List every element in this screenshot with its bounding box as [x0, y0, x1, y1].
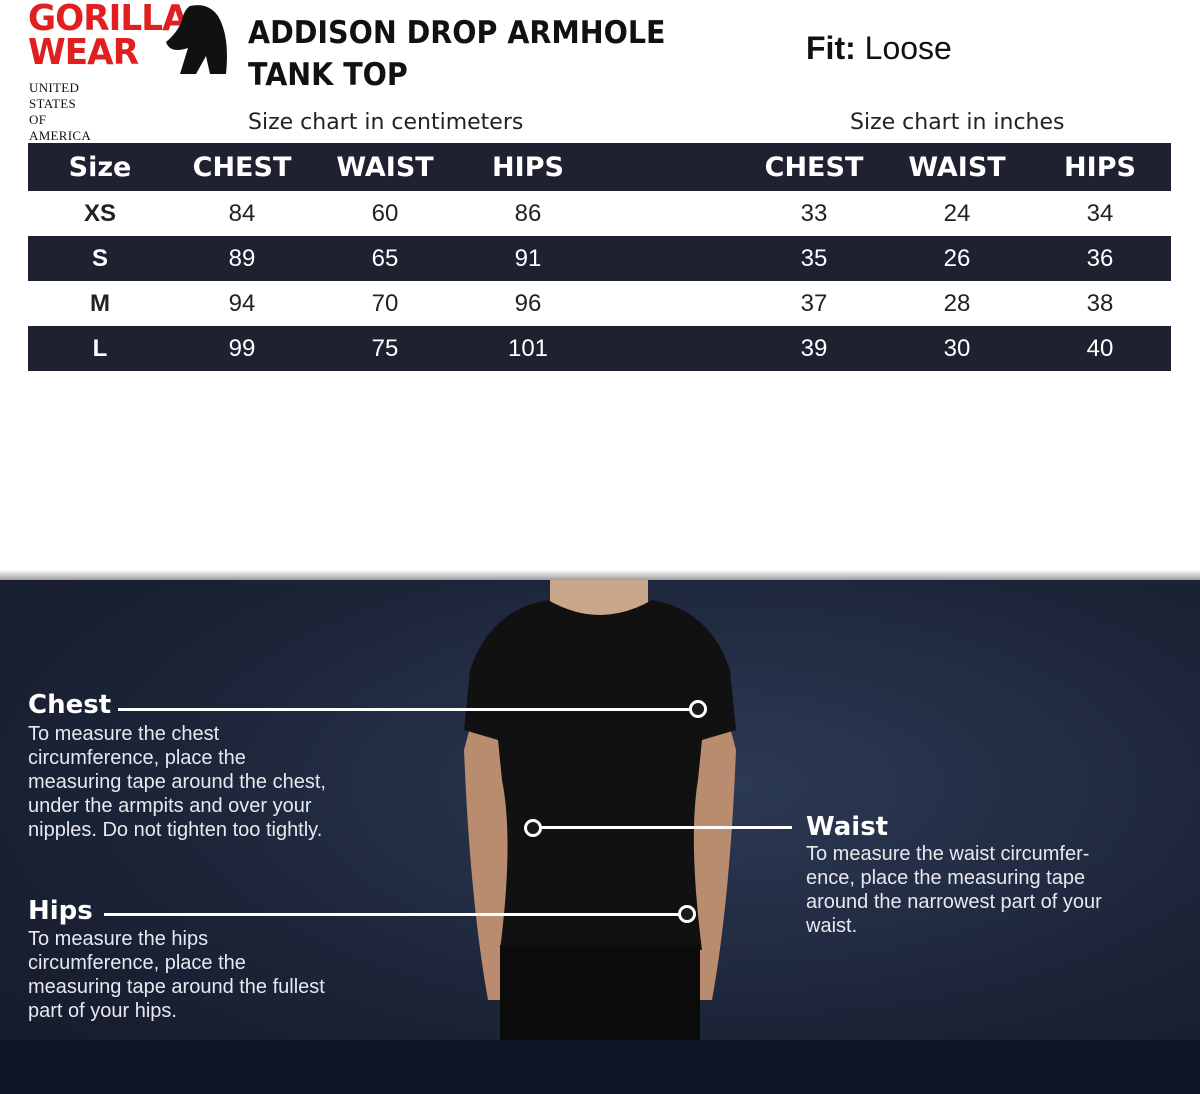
table-row: L 99 75 101 39 30 40: [28, 326, 1171, 371]
description-line: To measure the chest: [28, 723, 220, 745]
logo-wordmark: GORILLA WEAR: [28, 0, 189, 73]
cm-caption: Size chart in centimeters: [248, 110, 524, 135]
cm-cell: 60: [371, 199, 399, 227]
inch-cell: 40: [1086, 334, 1114, 362]
inch-cell: 28: [943, 289, 971, 317]
description-line: part of your hips.: [28, 1000, 177, 1022]
model-figure: [464, 580, 736, 1040]
chest-description: To measure the chest circumference, place…: [28, 722, 326, 842]
size-cell: L: [92, 334, 108, 362]
chest-line: [118, 708, 690, 711]
cm-cell: 94: [228, 289, 256, 317]
product-title: ADDISON DROP ARMHOLE TANK TOP: [248, 15, 666, 93]
description-line: around the narrowest part of your: [806, 891, 1102, 913]
inch-cell: 37: [800, 289, 828, 317]
table-row: S 89 65 91 35 26 36: [28, 236, 1171, 281]
inch-cell: 34: [1086, 199, 1114, 227]
description-line: nipples. Do not tighten too tightly.: [28, 819, 323, 841]
inch-cell: 30: [943, 334, 971, 362]
inch-cell: 38: [1086, 289, 1114, 317]
inch-caption: Size chart in inches: [850, 110, 1065, 135]
gorilla-icon: [166, 5, 227, 74]
description-line: ence, place the measuring tape: [806, 867, 1086, 889]
inch-cell: CHEST: [764, 151, 864, 183]
hips-marker-icon: [678, 905, 696, 923]
cm-cell: WAIST: [336, 151, 434, 183]
chest-marker-icon: [689, 700, 707, 718]
description-line: circumference, place the: [28, 952, 246, 974]
cm-cell: 101: [507, 334, 549, 362]
cm-cell: 91: [514, 244, 542, 272]
cm-cell: 70: [371, 289, 399, 317]
size-cell: Size: [68, 151, 132, 183]
cm-cell: 84: [228, 199, 256, 227]
inch-cell: 24: [943, 199, 971, 227]
inch-cell: 39: [800, 334, 828, 362]
cm-cell: 99: [228, 334, 256, 362]
inch-cell: 36: [1086, 244, 1114, 272]
hips-label: Hips: [28, 896, 93, 926]
inch-cell: 26: [943, 244, 971, 272]
waist-line: [540, 826, 792, 829]
table-row: XS 84 60 86 33 24 34: [28, 191, 1171, 236]
hips-line: [104, 913, 680, 916]
waist-description: To measure the waist circumfer-ence, pla…: [806, 842, 1102, 938]
chest-label: Chest: [28, 690, 112, 720]
size-cell: M: [90, 289, 110, 317]
description-line: measuring tape around the fullest: [28, 976, 325, 998]
cm-cell: 96: [514, 289, 542, 317]
waist-label: Waist: [806, 812, 889, 842]
description-line: waist.: [806, 915, 858, 937]
cm-cell: HIPS: [492, 151, 564, 183]
table-row: M 94 70 96 37 28 38: [28, 281, 1171, 326]
inch-cell: 33: [800, 199, 828, 227]
description-line: circumference, place the: [28, 747, 246, 769]
fit-info: Fit: Loose: [806, 30, 952, 66]
inch-cell: WAIST: [908, 151, 1006, 183]
cm-cell: 75: [371, 334, 399, 362]
cm-cell: CHEST: [192, 151, 292, 183]
description-line: measuring tape around the chest,: [28, 771, 326, 793]
logo-subtitle: UNITED STATES OF AMERICA: [29, 80, 92, 143]
inch-cell: 35: [800, 244, 828, 272]
cm-cell: 86: [514, 199, 542, 227]
size-cell: XS: [83, 199, 116, 227]
cm-cell: 89: [228, 244, 256, 272]
bottom-band: [0, 1040, 1200, 1094]
size-cell: S: [91, 244, 108, 272]
inch-cell: HIPS: [1064, 151, 1136, 183]
table-header-row: Size CHEST WAIST HIPS CHEST WAIST HIPS: [28, 143, 1171, 191]
description-line: To measure the hips: [28, 928, 209, 950]
hips-description: To measure the hips circumference, place …: [28, 927, 325, 1023]
measurement-guide: [0, 580, 1200, 1094]
size-table: Size CHEST WAIST HIPS CHEST WAIST HIPS XS 84 60 86…: [28, 143, 1171, 371]
cm-cell: 65: [371, 244, 399, 272]
description-line: To measure the waist circumfer-: [806, 843, 1090, 865]
description-line: under the armpits and over your: [28, 795, 312, 817]
